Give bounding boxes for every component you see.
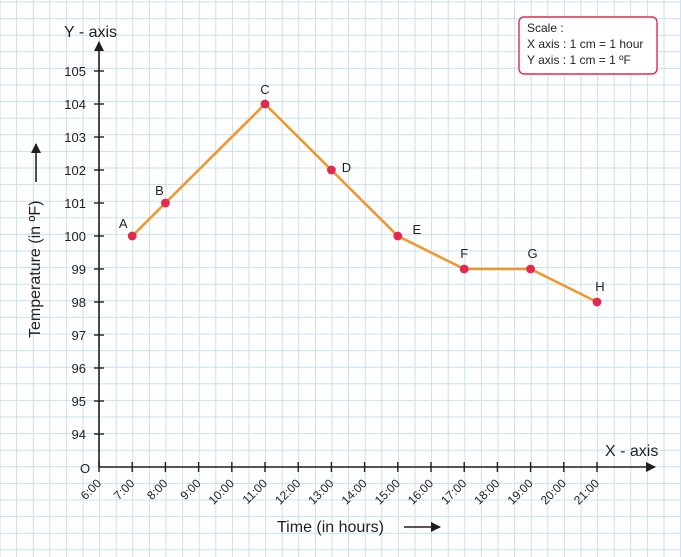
y-axis-name: Y - axis bbox=[64, 24, 117, 41]
data-points: A B C D E F G H bbox=[119, 82, 605, 307]
scale-title: Scale : bbox=[527, 21, 564, 35]
y-tick-label: 97 bbox=[72, 328, 86, 343]
scale-box-border bbox=[518, 16, 658, 75]
scale-x-line: X axis : 1 cm = 1 hour bbox=[527, 37, 643, 51]
point-label-e: E bbox=[412, 222, 421, 237]
axes: Y - axis X - axis O 94 95 96 97 98 99 100 101 10… bbox=[64, 24, 658, 507]
y-tick-label: 103 bbox=[64, 130, 86, 145]
scale-y-line: Y axis : 1 cm = 1 ºF bbox=[527, 53, 631, 67]
point-label-b: B bbox=[155, 183, 164, 198]
x-tick-label: 8:00 bbox=[144, 476, 171, 503]
data-point-h bbox=[592, 297, 602, 307]
y-tick-label: 98 bbox=[72, 295, 86, 310]
series-line bbox=[131, 102, 598, 304]
data-point-a bbox=[127, 231, 137, 241]
origin-label: O bbox=[80, 461, 90, 476]
y-tick-label: 100 bbox=[64, 229, 86, 244]
x-axis-title: Time (in hours) bbox=[277, 519, 384, 536]
y-tick-label: 99 bbox=[72, 262, 86, 277]
y-tick-label: 102 bbox=[64, 163, 86, 178]
axis-titles: Time (in hours) Temperature (in ºF) bbox=[27, 143, 441, 536]
x-tick-label: 6:00 bbox=[78, 476, 105, 503]
data-point-d bbox=[327, 165, 336, 175]
point-label-h: H bbox=[595, 279, 604, 294]
data-point-e bbox=[393, 231, 403, 241]
tick-marks: 94 95 96 97 98 99 100 101 102 103 104 105 6:00 7:00 8:… bbox=[64, 64, 602, 507]
data-point-g bbox=[526, 264, 535, 274]
point-label-f: F bbox=[460, 246, 468, 261]
y-tick-label: 105 bbox=[64, 64, 86, 79]
x-axis-name: X - axis bbox=[605, 443, 658, 460]
y-tick-label: 94 bbox=[72, 427, 86, 442]
scale-box: Scale : X axis : 1 cm = 1 hour Y axis : … bbox=[518, 16, 658, 75]
y-tick-label: 96 bbox=[72, 361, 86, 376]
x-tick-label: 9:00 bbox=[177, 476, 204, 503]
y-tick-label: 101 bbox=[64, 196, 86, 211]
x-tick-label: 7:00 bbox=[111, 476, 138, 503]
temperature-series bbox=[131, 102, 598, 304]
y-tick-label: 104 bbox=[64, 97, 86, 112]
data-point-f bbox=[459, 264, 469, 274]
data-point-c bbox=[260, 99, 270, 109]
data-point-b bbox=[161, 198, 170, 208]
point-label-a: A bbox=[119, 216, 128, 231]
point-label-g: G bbox=[528, 246, 538, 261]
y-axis-title: Temperature (in ºF) bbox=[27, 201, 44, 338]
point-label-d: D bbox=[342, 160, 351, 175]
y-tick-label: 95 bbox=[72, 394, 86, 409]
point-label-c: C bbox=[260, 82, 269, 97]
